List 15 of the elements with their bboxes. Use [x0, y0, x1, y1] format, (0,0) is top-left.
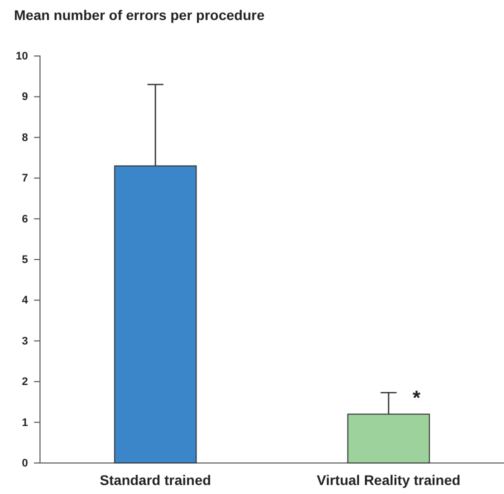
y-tick-label: 5: [22, 254, 28, 266]
y-tick-label: 8: [22, 132, 28, 144]
annotation: *: [412, 388, 421, 410]
y-tick-label: 7: [22, 172, 28, 185]
x-tick-label: Standard trained: [100, 472, 212, 488]
x-tick-label: Virtual Reality trained: [316, 472, 460, 488]
y-tick-label: 9: [22, 91, 28, 104]
y-tick-label: 3: [22, 335, 28, 348]
y-tick-label: 1: [22, 416, 28, 429]
y-tick-label: 2: [22, 376, 28, 388]
y-tick-label: 6: [22, 213, 28, 226]
y-tick-label: 10: [16, 50, 28, 63]
y-tick-label: 0: [22, 458, 28, 470]
chart-title: Mean number of errors per procedure: [14, 7, 265, 23]
y-tick-label: 4: [22, 294, 29, 307]
